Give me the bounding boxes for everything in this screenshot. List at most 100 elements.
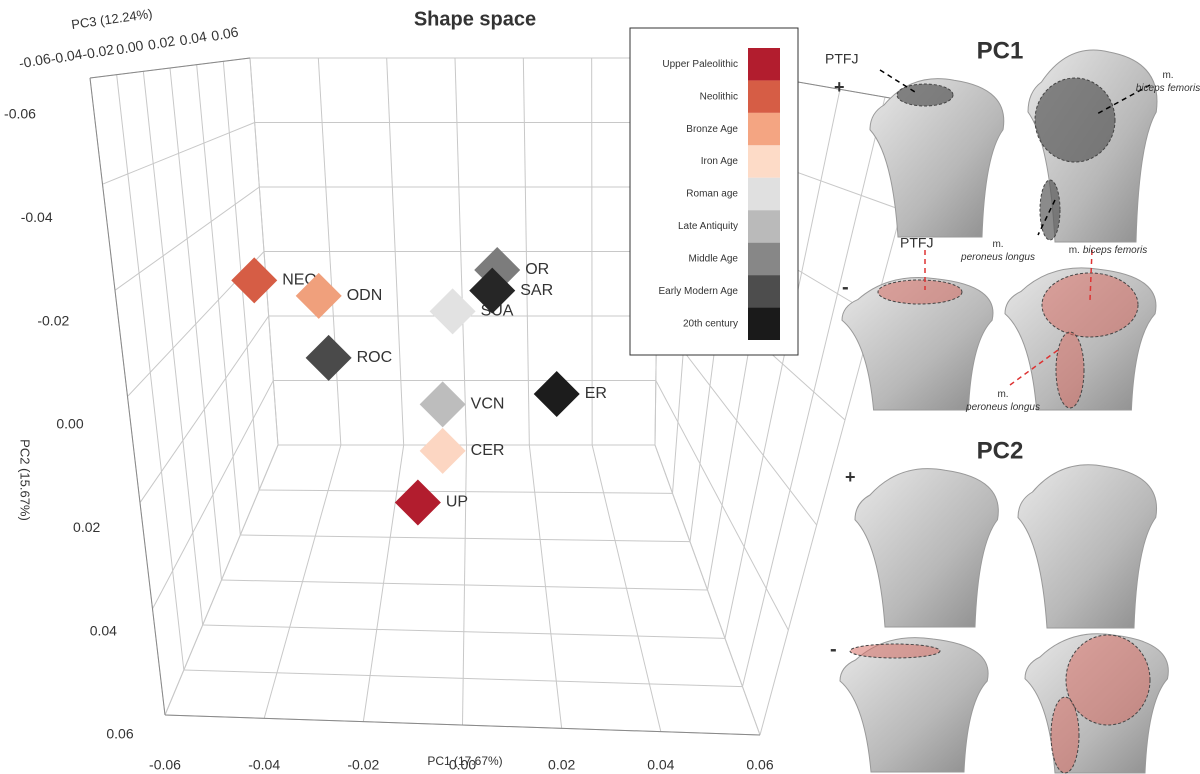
legend-swatch [748,275,780,308]
box-edge [164,714,761,736]
legend-label: Upper Paleolithic [662,59,738,70]
box-edge [89,77,166,716]
annotation: PTFJ [825,51,858,67]
y-tick-label: 0.04 [90,622,117,638]
legend-label: Early Modern Age [659,286,739,297]
point-label: OR [525,261,549,278]
y-tick-label: -0.04 [21,209,53,225]
leader-line [1094,84,1151,116]
grid-line [183,669,743,688]
grid-line [196,64,241,536]
y-tick-label: -0.06 [4,106,36,122]
muscle-area [896,83,954,107]
grid-line [169,67,222,581]
muscle-area [1034,77,1116,163]
bone-render [854,468,999,628]
x-tick-label: -0.02 [347,757,379,773]
legend-label: 20th century [683,318,738,329]
legend: Upper Paleolithic Neolithic Bronze Age Iron… [629,27,799,356]
legend-swatch [748,307,780,340]
x-tick-label: 0.00 [449,757,476,773]
z-tick-label: 0.02 [147,32,177,53]
grid-line [742,97,886,687]
legend-swatch [748,80,780,113]
muscle-area [877,279,963,305]
muscle-name: biceps femoris [1136,83,1200,94]
point-label: UP [446,494,468,511]
panel-title: PC1 [977,37,1024,64]
grid-line [221,579,708,591]
legend-label: Iron Age [701,156,739,167]
z-tick-label: 0.06 [210,23,240,44]
legend-label: Bronze Age [686,124,738,135]
legend-label: Neolithic [700,91,738,102]
point-label: SAR [520,282,553,299]
x-tick-label: -0.04 [248,757,280,773]
grid-line [142,71,204,626]
x-axis-label: PC1 (17.67%) [427,754,502,768]
muscle-name: biceps femoris [1083,245,1147,256]
muscle-name: peroneus longus [965,402,1040,413]
z-tick-label: -0.06 [18,50,52,71]
grid-line [202,624,726,639]
muscle-area [1055,331,1085,409]
point [533,371,580,417]
point [429,288,476,335]
z-tick-label: -0.02 [81,41,115,62]
grid-line [724,89,841,639]
chart-title: Shape space [414,8,536,30]
box-edge [89,57,251,79]
grid-line [259,489,673,494]
annotation: PTFJ [900,235,933,251]
bone-render [869,78,1005,238]
y-tick-label: -0.02 [37,312,69,328]
point [295,272,342,319]
legend-swatch [748,210,780,243]
y-tick-label: 0.00 [56,416,83,432]
muscle-prefix: m. [1069,245,1080,256]
point [419,427,466,474]
muscle-area [1065,634,1151,726]
leader-line [1009,349,1059,386]
legend-swatch [748,177,780,211]
point-label: ER [585,385,607,402]
leader-line [879,69,916,93]
muscle-area [1050,696,1080,774]
annotation: m. biceps femoris [1069,245,1148,256]
muscle-prefix: m. [997,389,1008,400]
z-tick-label: 0.04 [178,28,208,49]
x-tick-label: 0.02 [548,757,575,773]
point-label: ROC [357,349,393,366]
annotation: m. peroneus longus [965,389,1040,413]
muscle-area [1041,272,1139,338]
point [305,334,352,381]
muscle-area [849,643,941,659]
z-tick-label: -0.04 [49,46,83,67]
annotation: m. peroneus longus [960,239,1035,263]
grid-line [116,74,185,671]
legend-swatch [748,242,780,276]
point-label: CER [471,442,505,459]
legend-label: Late Antiquity [678,221,738,232]
x-tick-label: 0.04 [647,757,674,773]
y-tick-label: 0.06 [106,726,133,742]
sign: + [834,77,845,97]
z-tick-label: 0.00 [115,37,145,58]
point [419,381,466,428]
legend-swatch [748,145,780,178]
point-label: VCN [471,396,505,413]
x-tick-label: 0.06 [746,757,773,773]
point-label: ODN [347,287,383,304]
point [231,257,278,304]
panel-title: PC2 [977,437,1024,464]
muscle-prefix: m. [1162,70,1173,81]
annotation: m. biceps femoris [1136,70,1200,94]
grid-line [249,57,279,446]
y-tick-label: 0.02 [73,519,100,535]
bone-render [841,277,994,411]
point [469,267,516,314]
grid-line [240,534,691,543]
legend-label: Middle Age [689,254,739,265]
